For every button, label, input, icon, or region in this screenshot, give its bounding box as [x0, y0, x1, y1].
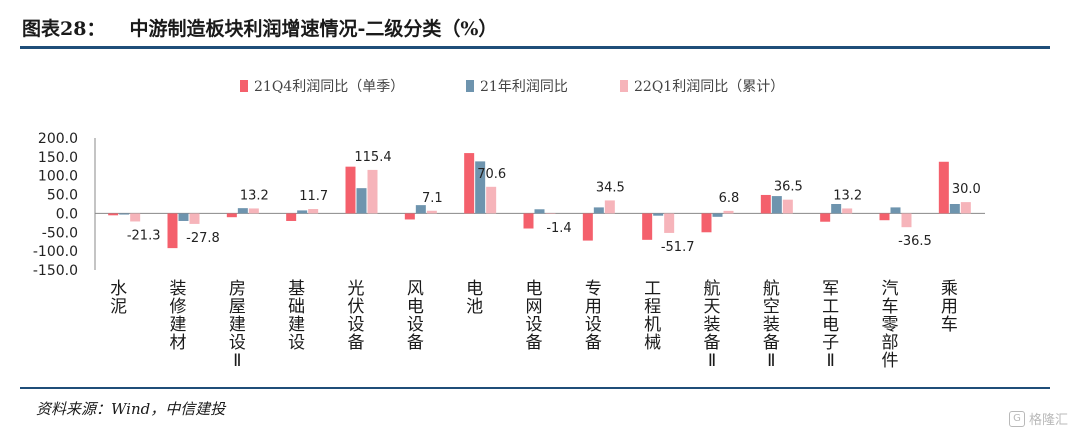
data-label: 7.1: [422, 191, 443, 206]
category-label: 电网设备: [526, 279, 543, 353]
bar: [167, 213, 178, 249]
y-tick-label: 150.0: [38, 150, 78, 166]
source-note: 资料来源：Wind，中信建投: [36, 400, 226, 418]
bar: [949, 204, 960, 214]
bar: [582, 213, 593, 241]
bar: [226, 213, 237, 218]
bar: [604, 200, 615, 214]
legend-label: 22Q1利润同比（累计）: [634, 79, 784, 95]
figure-label: 图表28：: [22, 18, 106, 40]
bar: [475, 161, 486, 214]
bar: [545, 213, 556, 214]
y-tick-label: -50.0: [42, 225, 78, 241]
bar: [960, 202, 971, 214]
watermark-logo-icon: G: [1008, 410, 1025, 427]
bar: [534, 209, 545, 214]
data-label: -27.8: [186, 231, 220, 246]
bar: [297, 210, 308, 214]
category-label: 房屋建设 Ⅱ: [229, 279, 246, 371]
bar: [356, 188, 367, 214]
bar: [108, 213, 119, 216]
top-rule: [20, 46, 1050, 49]
category-label: 航空装备 Ⅱ: [763, 279, 780, 371]
data-label: 13.2: [833, 188, 862, 203]
y-tick-label: 50.0: [47, 188, 78, 204]
watermark-text: 格隆汇: [1028, 413, 1068, 428]
bar: [237, 208, 248, 214]
data-label: -36.5: [898, 234, 932, 249]
legend-label: 21年利润同比: [480, 79, 568, 95]
bar: [771, 196, 782, 214]
bar: [938, 161, 949, 214]
legend-swatch: [240, 80, 248, 92]
data-label: 13.2: [240, 188, 269, 203]
bar: [890, 207, 901, 214]
data-label: -1.4: [546, 221, 571, 236]
bar: [664, 213, 675, 233]
bar-chart: 21Q4利润同比（单季） 21年利润同比 22Q1利润同比（累计） 200.0 150.…: [33, 79, 985, 371]
y-tick-label: -150.0: [33, 263, 78, 279]
bar: [119, 213, 130, 215]
bar: [712, 213, 723, 217]
bar: [464, 153, 475, 214]
data-label: 30.0: [952, 182, 981, 197]
bar: [523, 213, 534, 229]
y-tick-label: 100.0: [38, 169, 78, 185]
bar: [308, 209, 319, 214]
bar: [178, 213, 189, 221]
category-label: 光伏设备: [348, 279, 365, 353]
bar: [367, 169, 378, 214]
data-label: -21.3: [127, 228, 161, 243]
data-label: 11.7: [299, 189, 328, 204]
bar: [701, 213, 712, 233]
category-label: 乘用车: [941, 279, 958, 335]
bar: [901, 213, 912, 228]
category-label: 军工电子 Ⅱ: [822, 279, 839, 371]
data-label: -51.7: [661, 240, 695, 255]
data-label: 6.8: [719, 191, 740, 206]
category-label: 专用设备: [585, 279, 602, 353]
bar: [642, 213, 653, 240]
y-tick-label: 200.0: [38, 131, 78, 147]
bar: [842, 208, 853, 214]
bar: [286, 213, 297, 221]
bar: [820, 213, 831, 222]
data-label: 70.6: [477, 167, 506, 182]
bottom-rule: [20, 387, 1050, 389]
bar: [760, 194, 771, 214]
chart-title: 中游制造板块利润增速情况-二级分类（%）: [129, 18, 498, 40]
legend-swatch: [620, 80, 628, 92]
bar: [723, 210, 734, 214]
category-label: 工程机械: [644, 279, 661, 353]
bar: [415, 205, 426, 214]
bar: [189, 213, 200, 224]
category-label: 电池: [466, 279, 483, 317]
category-label: 汽车零部件: [882, 279, 899, 371]
category-label: 基础建设: [288, 279, 305, 353]
category-label: 装修建材: [170, 279, 187, 353]
bar: [404, 213, 415, 220]
data-label: 34.5: [596, 180, 625, 195]
data-label: 115.4: [354, 150, 391, 165]
bar: [879, 213, 890, 221]
legend-label: 21Q4利润同比（单季）: [254, 79, 404, 95]
y-tick-label: 0.0: [56, 206, 78, 222]
legend-swatch: [466, 80, 474, 92]
category-label: 航天装备 Ⅱ: [704, 279, 721, 371]
y-tick-label: -100.0: [33, 244, 78, 260]
bar: [782, 199, 793, 214]
bar: [653, 213, 664, 216]
data-label: 36.5: [774, 180, 803, 195]
bar: [486, 186, 497, 214]
bar: [831, 204, 842, 214]
bar: [593, 207, 604, 214]
bar: [130, 213, 141, 222]
bar: [248, 208, 259, 214]
bar: [345, 166, 356, 214]
category-label: 风电设备: [407, 279, 424, 353]
bar: [426, 210, 437, 214]
watermark: G 格隆汇: [1008, 409, 1068, 428]
chart-header: 图表28： 中游制造板块利润增速情况-二级分类（%）: [22, 14, 497, 41]
category-label: 水泥: [110, 279, 127, 317]
